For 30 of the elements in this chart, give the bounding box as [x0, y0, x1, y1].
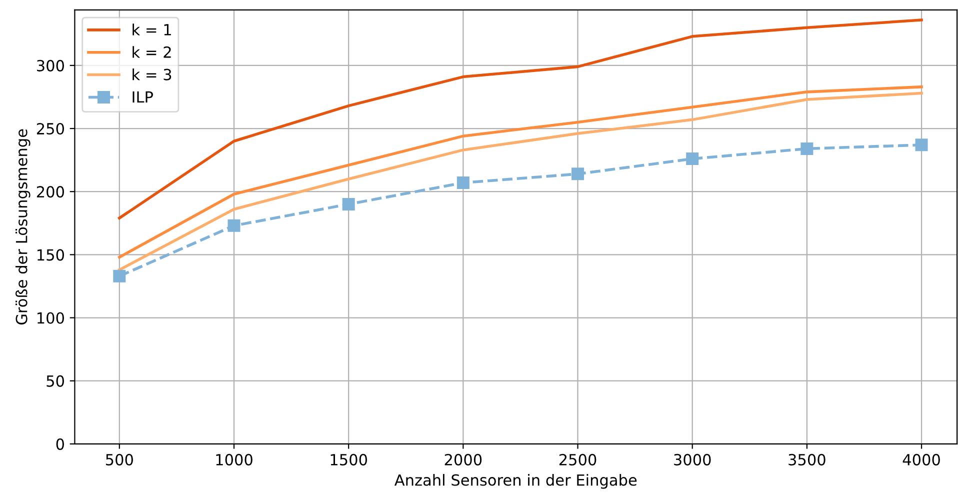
- x-tick-label: 1500: [330, 454, 368, 466]
- y-tick-label: 250: [36, 122, 64, 135]
- point: [228, 219, 240, 232]
- x-tick-label: 4000: [902, 454, 940, 466]
- point: [113, 270, 126, 282]
- x-tick-label: 3500: [788, 454, 826, 466]
- y-tick-label: 150: [38, 249, 64, 261]
- x-tick-label: 500: [106, 454, 133, 466]
- legend-label: k = 2: [132, 46, 171, 58]
- legend-label: ILP: [132, 91, 153, 103]
- point: [342, 198, 355, 210]
- x-tick-label: 3000: [674, 454, 711, 466]
- y-axis-title: Größe der Lösungsmenge: [16, 129, 30, 324]
- point: [686, 152, 699, 166]
- y-tick-label: 200: [36, 186, 64, 198]
- y-tick-label: 50: [46, 375, 64, 387]
- x-axis-title: Anzahl Sensoren in der Eingabe: [394, 474, 637, 489]
- x-tick-label: 2000: [444, 454, 482, 466]
- x-tick-label: 2500: [559, 454, 596, 466]
- y-tick-label: 300: [37, 60, 64, 72]
- point: [915, 138, 928, 152]
- legend-label: k = 1: [132, 24, 171, 36]
- line-series: [118, 18, 923, 220]
- y-tick-label: 0: [56, 438, 64, 450]
- point: [800, 142, 814, 155]
- legend-label: k = 3: [132, 68, 172, 80]
- y-tick-label: 100: [38, 312, 64, 324]
- point: [456, 176, 470, 190]
- x-tick-label: 1000: [216, 454, 252, 466]
- point: [572, 168, 584, 180]
